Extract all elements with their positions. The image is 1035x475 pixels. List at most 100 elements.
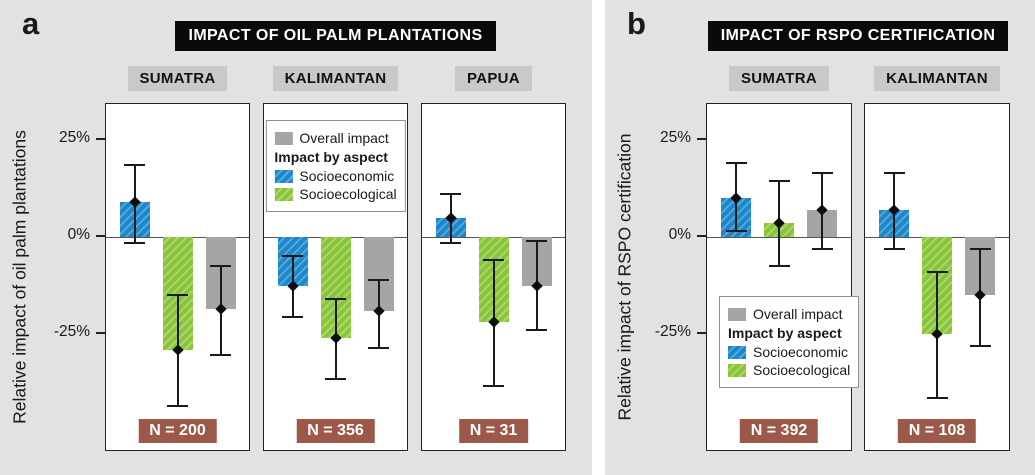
y-axis-title: Relative impact of oil palm plantations [9, 130, 30, 424]
overall-swatch-icon [274, 131, 293, 145]
y-axis: Relative impact of oil palm plantations 2… [0, 103, 105, 451]
bar-group-socioeconomic [277, 104, 308, 450]
legend-item-overall: Overall impact [728, 306, 850, 322]
y-tick-label: 25% [58, 129, 90, 146]
error-bar-cap-bottom [124, 241, 145, 244]
error-bar-cap-bottom [811, 247, 833, 250]
error-bar-cap-top [440, 193, 461, 196]
legend-label-socioecological: Socioecological [753, 362, 851, 378]
subpanels-row: SUMATRA Overall impact Impact by aspect Soc… [706, 66, 1010, 451]
bar-group-socioeconomic [879, 104, 909, 450]
region-sumatra: SUMATRA Overall impact Impact by aspect Soc… [706, 66, 860, 451]
region-header-label: KALIMANTAN [874, 66, 1000, 91]
bar-group-socioecological [478, 104, 509, 450]
y-tick-mark [697, 332, 706, 334]
error-bar-cap-top [282, 255, 303, 258]
bars-row [707, 104, 851, 450]
bars-row [422, 104, 565, 450]
legend-aspect-header: Impact by aspect [274, 149, 388, 165]
plot-box: N = 31 [421, 103, 566, 451]
error-bar-cap-bottom [526, 329, 547, 332]
error-bar-cap-bottom [969, 344, 991, 347]
error-bar-cap-bottom [440, 241, 461, 244]
region-kalimantan: KALIMANTAN Overall impact Impact by aspect… [263, 66, 408, 451]
error-bar-cap-top [526, 239, 547, 242]
region-header-wrap: SUMATRA [105, 66, 250, 103]
error-bar-cap-top [483, 259, 504, 262]
region-header-label: SUMATRA [127, 66, 228, 91]
region-header-wrap: SUMATRA [706, 66, 852, 103]
socioecological-swatch-icon [728, 363, 746, 377]
bar-group-socioeconomic [721, 104, 751, 450]
overall-swatch-icon [728, 307, 746, 321]
legend-aspect-header: Impact by aspect [728, 325, 842, 341]
legend: Overall impact Impact by aspect Socioecono… [265, 120, 406, 212]
plot-box: N = 200 [105, 103, 250, 451]
region-sumatra: SUMATRA N = 200 [105, 66, 250, 451]
legend-label-socioeconomic: Socioeconomic [299, 168, 395, 184]
subpanels-row: SUMATRA N = 200 KALIMANTAN Overall impact Im… [105, 66, 566, 451]
error-bar-cap-top [725, 162, 747, 165]
error-bar-cap-top [768, 179, 790, 182]
error-bar-cap-bottom [926, 397, 948, 400]
y-tick-label: 0% [67, 226, 90, 243]
error-bar-cap-top [124, 164, 145, 167]
plot-box: Overall impact Impact by aspect Socioecono… [263, 103, 408, 451]
legend: Overall impact Impact by aspect Socioecono… [719, 296, 860, 388]
panel-letter-a: a [22, 6, 40, 41]
y-tick-mark [697, 138, 706, 140]
y-tick-label: -25% [654, 323, 691, 340]
bars-row [264, 104, 407, 450]
bar-group-overall [363, 104, 394, 450]
y-tick-label: 25% [659, 129, 691, 146]
region-header-label: PAPUA [455, 66, 532, 91]
error-bar-cap-bottom [725, 230, 747, 233]
bar-group-socioeconomic [119, 104, 150, 450]
y-tick-mark [96, 332, 105, 334]
bar-group-overall [965, 104, 995, 450]
error-bar-cap-bottom [325, 377, 346, 380]
panel-title-banner: IMPACT OF RSPO CERTIFICATION [707, 21, 1009, 51]
error-bar-cap-bottom [210, 354, 231, 357]
error-bar-cap-top [926, 270, 948, 273]
legend-item-socioecological: Socioecological [728, 362, 850, 378]
region-header-wrap: KALIMANTAN [864, 66, 1010, 103]
legend-item-socioeconomic: Socioeconomic [274, 168, 396, 184]
plot-box: Overall impact Impact by aspect Socioecono… [706, 103, 860, 451]
bar-group-overall [521, 104, 552, 450]
legend-label-overall: Overall impact [753, 306, 843, 322]
error-bar-cap-top [167, 294, 188, 297]
panel-gap [592, 0, 605, 475]
bar-group-socioecological [162, 104, 193, 450]
title-banner-wrap: IMPACT OF OIL PALM PLANTATIONS [105, 21, 566, 51]
bars-row [106, 104, 249, 450]
sample-size-badge: N = 200 [138, 419, 217, 443]
bar-group-overall [807, 104, 837, 450]
panel-b: b IMPACT OF RSPO CERTIFICATION Relative im… [605, 0, 1035, 475]
plot-box: N = 108 [864, 103, 1010, 451]
sample-size-badge: N = 108 [897, 419, 977, 443]
region-header-label: KALIMANTAN [272, 66, 399, 91]
panel-title-banner: IMPACT OF OIL PALM PLANTATIONS [175, 21, 496, 51]
sample-size-badge: N = 356 [296, 419, 375, 443]
bar-group-socioeconomic [435, 104, 466, 450]
title-banner-wrap: IMPACT OF RSPO CERTIFICATION [706, 21, 1010, 51]
bar-group-overall [205, 104, 236, 450]
y-axis-title: Relative impact of RSPO certification [614, 133, 635, 421]
region-header-wrap: KALIMANTAN [263, 66, 408, 103]
region-kalimantan: KALIMANTAN N = 108 [864, 66, 1010, 451]
error-bar-cap-top [811, 171, 833, 174]
error-bar-cap-bottom [483, 385, 504, 388]
sample-size-badge: N = 31 [458, 419, 529, 443]
y-tick-mark [697, 235, 706, 237]
socioeconomic-swatch-icon [728, 345, 746, 359]
error-bar-cap-top [883, 171, 905, 174]
legend-item-socioecological: Socioecological [274, 186, 397, 202]
error-bar-cap-top [210, 265, 231, 268]
panel-letter-b: b [627, 6, 646, 41]
y-tick-mark [96, 235, 105, 237]
legend-label-socioecological: Socioecological [299, 186, 397, 202]
y-tick-label: -25% [53, 323, 90, 340]
legend-item-overall: Overall impact [274, 130, 396, 146]
legend-item-socioeconomic: Socioeconomic [728, 344, 850, 360]
